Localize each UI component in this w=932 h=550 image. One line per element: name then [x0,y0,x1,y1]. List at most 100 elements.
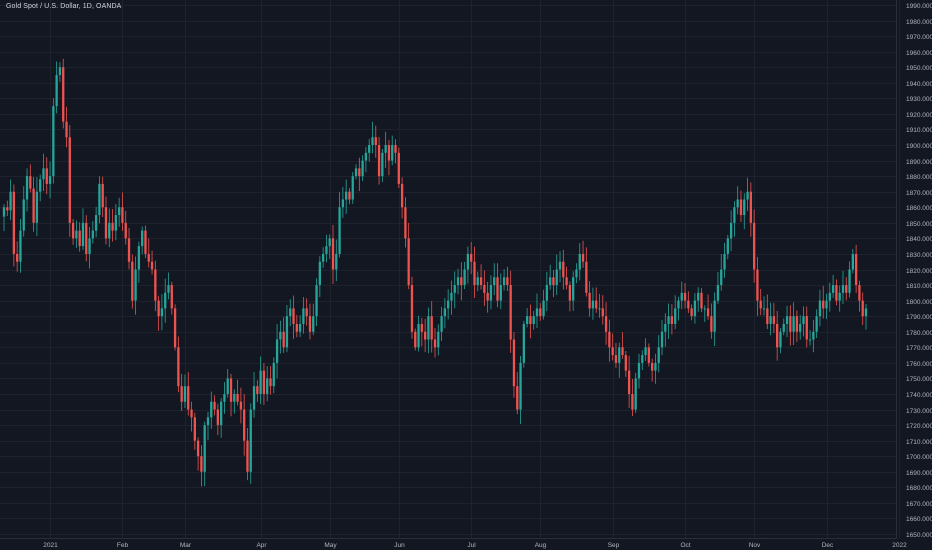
candle [315,278,318,327]
candle-body [160,308,164,317]
time-tick-label: Oct [680,542,690,549]
price-tick-label: 1970.000 [906,34,932,41]
candle [394,139,397,164]
candle [476,271,479,292]
candle [256,380,259,403]
candle [585,247,588,297]
candle-body [144,230,147,254]
candle [618,342,621,378]
candle [437,324,440,356]
candle-body [341,199,345,208]
candle [667,303,670,340]
candle-body [177,347,180,387]
candle [219,397,223,438]
time-axis[interactable]: 2021 Feb Mar Apr May Jun Jul Aug Sep Oct Nov Dec 202… [43,542,907,549]
candle-body [851,253,854,270]
candle-body [532,316,535,324]
candle [660,319,664,356]
candle-body [229,378,233,402]
candle [183,374,187,408]
candle [769,302,772,336]
candle-body [108,222,111,239]
candle-body [529,316,532,324]
candle-body [16,253,19,262]
candle-body [720,269,723,286]
candle [522,320,525,368]
candle [598,293,601,318]
candle-body [706,308,710,317]
candle [226,369,229,398]
candle [861,292,864,325]
candle [519,355,522,425]
price-tick-label: 1660.000 [906,516,932,523]
candle-body [667,316,670,324]
candle [236,379,239,406]
candle [627,355,631,408]
candle-body [433,339,437,348]
candle-body [141,230,144,247]
candle [588,281,591,317]
candle [127,227,131,270]
candle-body [289,308,292,317]
candle [262,363,266,405]
candle [134,256,137,315]
candle-body [190,409,193,418]
candle [555,254,558,295]
candle-body [549,277,552,286]
candle-body [354,168,358,177]
candle-body [815,316,818,332]
candle [720,254,723,291]
candle [213,395,216,416]
candle-body [693,300,697,317]
candle [42,153,45,191]
price-tick-label: 1980.000 [906,19,932,26]
candles-layer [2,58,868,487]
candle [354,164,358,180]
candle-body [243,409,246,441]
candle-body [65,121,68,138]
candle [473,246,476,298]
price-axis[interactable]: 1990.000 1980.000 1970.000 1960.000 1950.000… [906,3,932,539]
candle [206,411,210,441]
candle-body [506,277,509,286]
candle [338,192,341,258]
price-tick-label: 1670.000 [906,501,932,508]
price-tick-label: 1750.000 [906,376,932,383]
candle-body [825,300,828,309]
candle-body [848,269,851,293]
candle [19,218,22,273]
candle [759,288,762,316]
grid-layer [0,0,900,538]
candle [407,222,410,290]
candle [650,358,654,382]
candle-body [486,292,489,301]
candle-body [601,308,604,317]
candle [52,98,55,184]
candle-body [713,300,716,332]
candle-body [269,378,272,387]
candle-body [509,285,512,340]
candle [131,254,134,309]
candle [841,271,845,304]
candle [433,328,437,358]
candle-body [391,145,394,161]
price-tick-label: 1920.000 [906,112,932,119]
candle-body [226,378,229,394]
candle-body [608,331,611,348]
candle [269,366,272,395]
candle [55,61,58,114]
candle-body [733,207,736,223]
candle-body [427,316,430,340]
candle [776,310,779,361]
candle [634,372,637,414]
candle [427,307,430,354]
candle [805,306,808,348]
candle-body [476,277,479,286]
candle [88,227,91,269]
candle-body [131,261,134,301]
time-tick-label: 2021 [43,542,58,549]
candle [410,276,414,339]
price-tick-label: 1880.000 [906,174,932,181]
